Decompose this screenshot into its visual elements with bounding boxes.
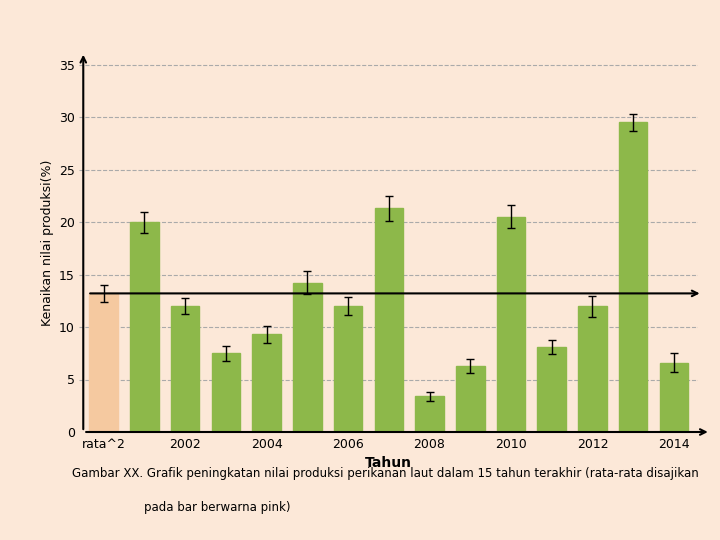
X-axis label: Tahun: Tahun [365,456,413,470]
Bar [130,222,158,432]
Text: pada bar berwarna pink): pada bar berwarna pink) [144,501,290,514]
Bar [619,122,647,432]
Bar [212,353,240,432]
Bar [293,283,322,432]
Bar [334,306,362,432]
Bar [538,347,566,432]
Bar [497,217,526,432]
Bar [374,208,403,432]
Bar [660,363,688,432]
Bar [252,334,281,432]
Y-axis label: Kenaikan nilai produksi(%): Kenaikan nilai produksi(%) [40,160,53,326]
Bar [456,366,485,432]
Bar [89,293,118,432]
Text: Gambar XX. Grafik peningkatan nilai produksi perikanan laut dalam 15 tahun terak: Gambar XX. Grafik peningkatan nilai prod… [72,467,698,480]
Bar [171,306,199,432]
Bar [415,396,444,432]
Bar [578,306,607,432]
